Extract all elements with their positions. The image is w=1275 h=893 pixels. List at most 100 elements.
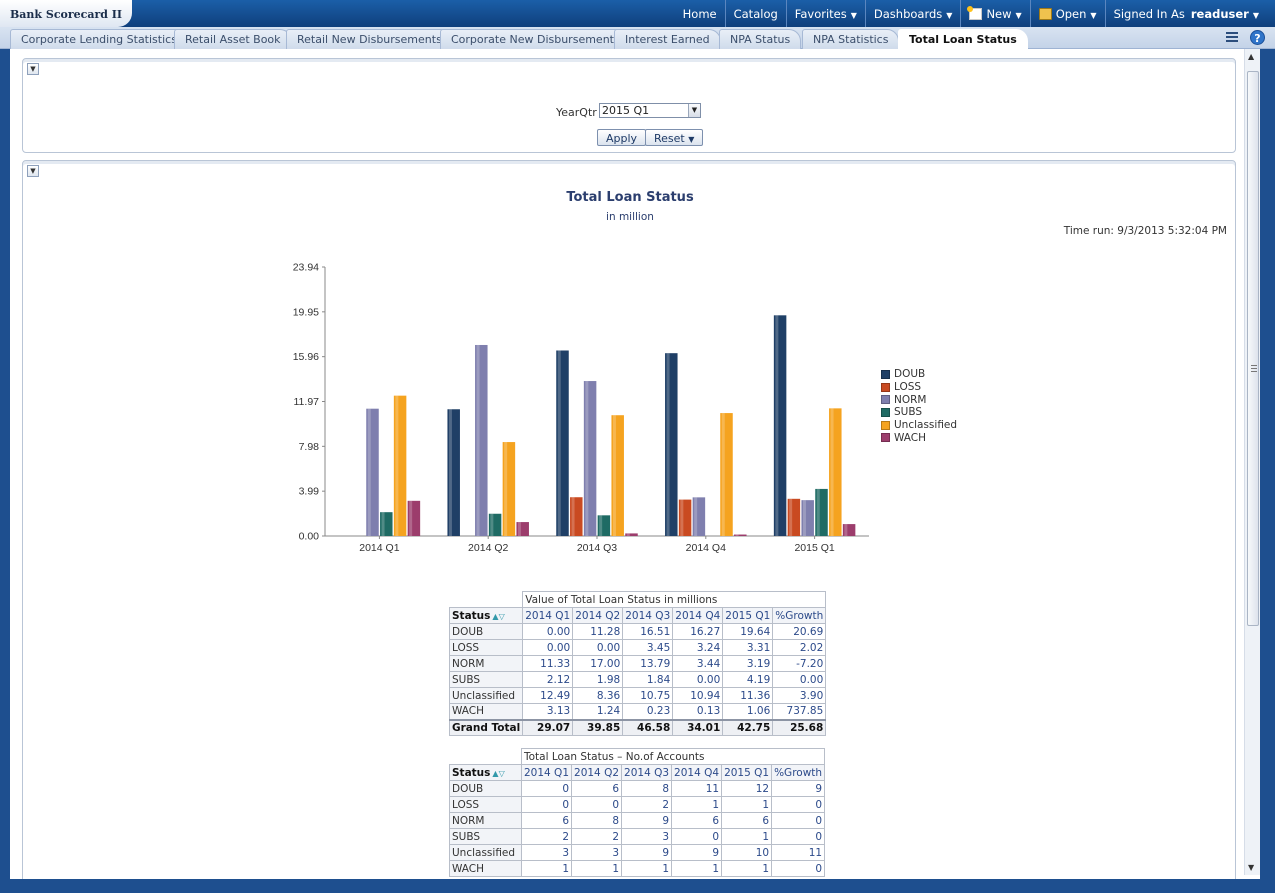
total-label: Grand Total [448,718,524,736]
time-run: Time run: 9/3/2013 5:32:04 PM [1063,225,1227,237]
row-label: LOSS [448,639,524,656]
column-header: 2014 Q1 [520,764,573,781]
app-title: Bank Scorecard II [0,0,132,27]
y-tick-label: 11.97 [294,396,320,408]
catalog-link[interactable]: Catalog [724,0,786,27]
tab-retail-new-disbursements[interactable]: Retail New Disbursements [286,29,453,49]
open-menu[interactable]: Open ▼ [1029,0,1105,27]
tab-npa-statistics[interactable]: NPA Statistics [802,29,900,49]
table-caption: Total Loan Status – No.of Accounts [520,748,826,765]
table-cell: 737.85 [772,703,827,720]
page-options-icon[interactable] [1226,31,1240,44]
row-label: DOUB [448,623,524,640]
vertical-scrollbar[interactable]: ▲ ▼ [1244,49,1260,875]
bar-highlight [504,442,508,536]
y-tick-label: 19.95 [293,306,319,318]
table-row: SUBS 2.12 1.98 1.84 0.00 4.19 0.00 [448,671,827,688]
bar [773,315,787,536]
dashboards-menu[interactable]: Dashboards ▼ [864,0,961,27]
table-row: Unclassified 3 3 9 9 10 11 [449,844,826,861]
table-cell: 3 [571,844,623,861]
bar [665,353,678,536]
legend-swatch [881,433,890,443]
user-menu[interactable]: Signed In As readuser ▼ [1104,0,1267,27]
status-column-header[interactable]: Status ▲▽ [449,764,522,781]
tab-total-loan-status[interactable]: Total Loan Status [898,29,1028,49]
report-subtitle: in million [606,211,654,223]
legend-label: NORM [894,393,927,406]
table-cell: 0.00 [772,671,827,688]
dashboard-tab-bar: Corporate Lending Statistics Retail Asse… [0,27,1275,49]
table-cell: 1 [671,860,723,877]
dashboards-label: Dashboards [873,7,943,21]
y-tick-label: 0.00 [299,531,320,543]
column-header: 2015 Q1 [722,607,774,624]
sort-icon[interactable]: ▲▽ [492,611,505,621]
tab-interest-earned[interactable]: Interest Earned [614,29,721,49]
legend-label: WACH [894,431,927,444]
table-cell: 11.33 [522,655,574,672]
collapse-icon[interactable]: ▼ [27,165,39,177]
row-label: WACH [449,860,522,877]
chevron-down-icon: ▼ [946,11,953,20]
home-label: Home [682,7,717,21]
table-cell: 1 [721,796,773,813]
bar [597,515,611,536]
legend-item: Unclassified [881,419,957,432]
sort-icon[interactable]: ▲▽ [492,768,505,778]
table-cell: 6 [571,780,623,797]
status-column-header[interactable]: Status ▲▽ [448,607,524,624]
x-tick-label: 2014 Q4 [686,542,726,554]
bar [393,395,407,536]
bar-highlight [381,512,385,536]
apply-button[interactable]: Apply [597,129,647,146]
table-cell: 2 [621,796,673,813]
scroll-up-icon[interactable]: ▲ [1248,52,1255,61]
home-link[interactable]: Home [675,0,725,27]
bar-highlight [844,524,848,536]
legend-swatch [881,407,890,417]
tab-corporate-new-disbursements[interactable]: Corporate New Disbursements [440,29,631,49]
table-cell: 10.75 [622,687,674,704]
column-header: 2014 Q2 [571,764,623,781]
bar-highlight [680,499,684,536]
table-cell: 9 [771,780,826,797]
tab-corporate-lending-statistics[interactable]: Corporate Lending Statistics [10,29,188,49]
dropdown-arrow-icon[interactable]: ▼ [688,104,700,117]
x-tick-label: 2015 Q1 [794,542,834,554]
favorites-label: Favorites [794,7,847,21]
table-cell: 8.36 [572,687,624,704]
table-row: DOUB 0 6 8 11 12 9 [449,780,826,797]
table-cell: 1 [721,828,773,845]
table-cell: 0 [571,796,623,813]
grand-total-row: Grand Total 29.07 39.85 46.58 34.01 42.75 25.6… [448,718,827,736]
x-tick-label: 2014 Q2 [468,542,508,554]
table-cell: 17.00 [572,655,624,672]
tab-retail-asset-book[interactable]: Retail Asset Book [174,29,292,49]
table-cell: 8 [571,812,623,829]
bar [516,522,529,536]
chart-legend: DOUB LOSS NORM SUBS Unclassified WACH [881,368,957,444]
total-cell: 46.58 [622,718,674,736]
bar [475,344,488,536]
reset-button[interactable]: Reset ▼ [645,129,704,146]
table-cell: 3 [621,828,673,845]
tab-npa-status[interactable]: NPA Status [719,29,802,49]
favorites-menu[interactable]: Favorites ▼ [785,0,865,27]
row-label: Unclassified [449,844,522,861]
bar-highlight [557,350,561,536]
bar [570,497,583,536]
bar-highlight [409,500,413,536]
help-icon[interactable]: ? [1250,30,1265,45]
table-cell: 3.19 [722,655,774,672]
table-cell: 11 [771,844,826,861]
collapse-icon[interactable]: ▼ [27,63,39,75]
total-cell: 42.75 [722,718,774,736]
scrollbar-thumb[interactable] [1247,71,1259,626]
table-cell: 3.90 [772,687,827,704]
yearqtr-select[interactable]: 2015 Q1 ▼ [599,103,701,118]
new-menu[interactable]: New ▼ [960,0,1029,27]
scroll-down-icon[interactable]: ▼ [1248,863,1255,872]
bar-highlight [735,534,739,536]
table-cell: 0 [771,828,826,845]
